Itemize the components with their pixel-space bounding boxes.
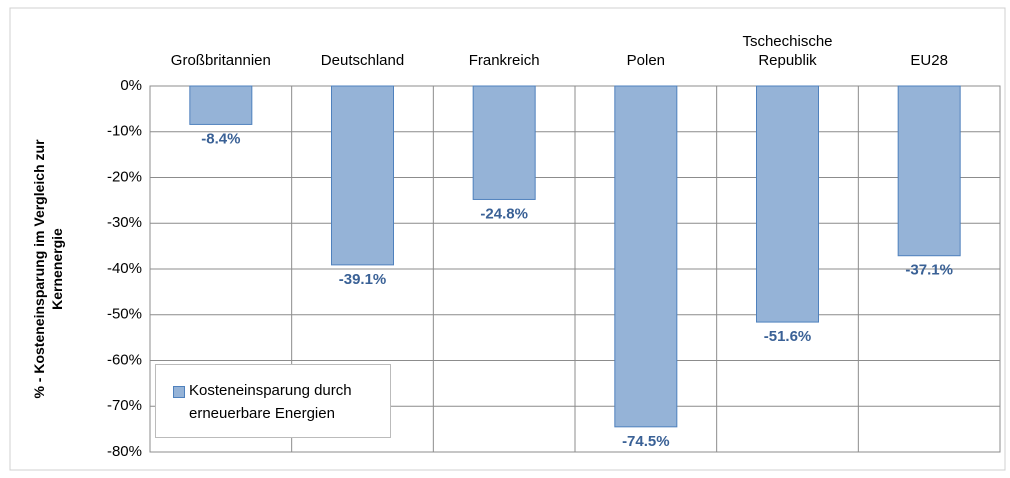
- y-tick-label: 0%: [120, 77, 142, 94]
- bar: [472, 85, 536, 200]
- y-tick-label: -80%: [107, 443, 142, 460]
- legend: Kosteneinsparung durch erneuerbare Energ…: [155, 364, 391, 438]
- x-tick-label: Tschechische Republik: [742, 33, 833, 69]
- y-tick-label: -20%: [107, 168, 142, 185]
- y-tick-label: -40%: [107, 260, 142, 277]
- y-tick-label: -10%: [107, 123, 142, 140]
- data-label: -37.1%: [905, 262, 953, 279]
- x-tick-label: Großbritannien: [170, 52, 271, 69]
- data-label: -74.5%: [622, 433, 670, 450]
- x-tick-label: EU28: [910, 52, 948, 69]
- chart-border: [9, 7, 1006, 471]
- bar: [189, 85, 253, 125]
- y-tick-label: -50%: [107, 306, 142, 323]
- data-label: -39.1%: [339, 271, 387, 288]
- data-label: -8.4%: [201, 130, 240, 147]
- y-tick-label: -70%: [107, 397, 142, 414]
- y-tick-label: -30%: [107, 214, 142, 231]
- bar: [331, 85, 394, 266]
- bar: [756, 85, 819, 323]
- plot-border: [149, 85, 1001, 453]
- x-tick-label: Frankreich: [468, 52, 540, 69]
- y-axis-label: % - Kosteneinsparung im Vergleich zur Ke…: [31, 139, 65, 399]
- y-tick-label: -60%: [107, 351, 142, 368]
- legend-label: Kosteneinsparung durch erneuerbare Energ…: [189, 382, 352, 422]
- data-label: -51.6%: [764, 328, 812, 345]
- x-tick-label: Deutschland: [320, 52, 405, 69]
- data-label: -24.8%: [480, 205, 528, 222]
- bar: [897, 85, 961, 257]
- x-tick-label: Polen: [626, 52, 666, 69]
- legend-swatch: [173, 386, 185, 398]
- bar: [614, 85, 678, 428]
